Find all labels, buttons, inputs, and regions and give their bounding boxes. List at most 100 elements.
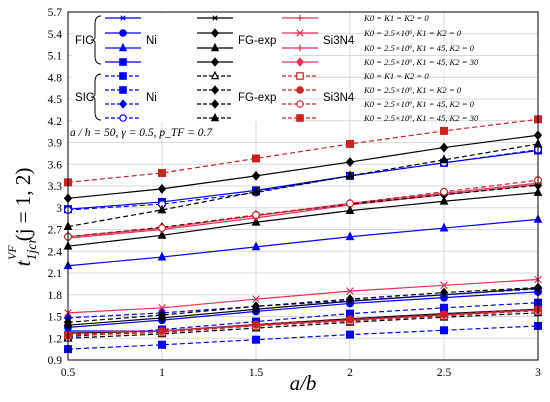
x-axis-label: a/b: [290, 371, 317, 395]
legend-marker: [296, 100, 304, 108]
legend-material-0: Ni: [146, 92, 157, 104]
legend-marker: [210, 70, 220, 80]
data-point: [251, 241, 261, 251]
y-axis-label-sub: 1jcr: [25, 237, 40, 260]
legend-marker: [296, 57, 304, 67]
y-axis-label: t1jcr VF (j = 1, 2): [5, 168, 40, 267]
data-point: [345, 231, 355, 241]
legend-param-fic-0: K0 = K1 = K2 = 0: [363, 13, 429, 23]
data-point: [158, 303, 166, 312]
data-point: [158, 168, 167, 177]
data-point: [440, 326, 449, 335]
legend-marker: [119, 86, 127, 94]
x-tick-label-1: 1: [159, 367, 165, 379]
series-fic-ni-2: [63, 214, 543, 270]
y-tick-label-4: 2.1: [48, 268, 63, 280]
series-line: [67, 286, 539, 323]
data-point: [157, 204, 167, 214]
legend-material-1: FG-exp: [238, 92, 276, 104]
x-tick-label-0: 0.5: [61, 367, 76, 379]
series-fic-ni-3: [63, 146, 542, 214]
data-point: [252, 154, 261, 163]
series-sic-ni-3: [63, 145, 542, 214]
legend-marker: [210, 42, 220, 52]
series-line: [67, 134, 539, 199]
legend-brace: [90, 73, 102, 121]
data-point: [252, 211, 261, 220]
axis-ticks: 0.9 1.2 1.5 1.8 2.1 2.4 2.7 3 3.3 3.6 3.9 4.2 4.5 4.8…: [48, 7, 542, 379]
data-point: [439, 142, 449, 153]
legend-marker: [296, 86, 304, 94]
legend-marker: [296, 44, 304, 52]
series-line: [67, 309, 539, 333]
data-point: [440, 187, 449, 196]
data-point: [346, 139, 355, 148]
data-point: [251, 216, 261, 226]
data-point: [157, 229, 167, 239]
data-point: [346, 330, 355, 339]
legend-marker: [119, 29, 127, 37]
legend-param-sic-1: K0 = 2.5×10⁶, K1 = K2 = 0: [363, 85, 462, 95]
series-line: [67, 288, 539, 319]
y-tick-label-16: 5.7: [48, 7, 63, 19]
data-point: [158, 327, 167, 336]
legend-material-1: FG-exp: [238, 35, 276, 47]
legend: FIC Ni FG-exp Si3N4 K0 = K1 = K2 = 0 K0 = 2.5…: [72, 13, 479, 123]
data-point: [439, 195, 449, 205]
data-point: [439, 287, 449, 298]
y-tick-label-5: 2.4: [48, 246, 63, 258]
legend-material-2: Si3N4: [323, 92, 355, 104]
legend-param-fic-3: K0 = 2.5×10⁶, K1 = 45, K2 = 30: [363, 57, 479, 67]
series-line: [67, 179, 539, 238]
legend-marker: [211, 28, 219, 38]
y-axis-label-main: t: [11, 259, 35, 266]
legend-marker: [211, 15, 219, 21]
data-point: [440, 303, 449, 312]
y-tick-label-6: 2.7: [48, 225, 63, 237]
data-point: [440, 126, 449, 135]
legend-brace: [90, 15, 102, 65]
data-point: [345, 157, 355, 168]
data-point: [251, 186, 261, 196]
legend-marker: [119, 114, 127, 122]
data-point: [346, 199, 355, 208]
x-tick-label-2: 1.5: [249, 367, 264, 379]
legend-marker: [211, 99, 219, 109]
y-tick-label-1: 1.2: [48, 333, 63, 345]
y-tick-label-7: 3: [56, 203, 62, 215]
y-tick-label-11: 4.2: [48, 116, 63, 128]
data-point: [252, 320, 261, 329]
plot-border: [67, 11, 539, 361]
legend-marker: [296, 114, 304, 122]
series-line: [67, 291, 539, 328]
series-line: [67, 310, 539, 336]
y-tick-label-14: 5.1: [48, 51, 63, 63]
legend-marker: [211, 85, 219, 95]
data-point: [440, 310, 449, 319]
series-fic-fg-exp-3: [63, 130, 543, 204]
data-point: [251, 170, 261, 181]
series-sic-ni-0: [63, 321, 542, 354]
y-tick-label-15: 5.4: [48, 29, 63, 41]
series-line: [67, 325, 539, 350]
series-line: [67, 312, 539, 339]
legend-param-fic-2: K0 = 2.5×10⁶, K1 = 45, K2 = 0: [363, 43, 475, 53]
data-point: [251, 301, 261, 312]
series-line: [67, 218, 539, 267]
y-axis-label-sup: VF: [5, 245, 19, 260]
plot-frame: [67, 11, 539, 361]
series-sic-si3n4-2: [63, 176, 542, 241]
legend-marker: [211, 57, 219, 67]
y-axis-label-rest: (j = 1, 2): [11, 168, 35, 242]
y-tick-label-12: 4.5: [48, 94, 63, 106]
y-tick-label-9: 3.6: [48, 159, 63, 171]
y-tick-label-0: 0.9: [48, 355, 63, 367]
data-point: [158, 224, 167, 233]
conditions-annotation: a / h = 50, γ = 0.5, p_TF = 0.7: [70, 127, 213, 139]
series-line: [67, 308, 539, 336]
data-point: [346, 287, 354, 295]
data-point: [345, 205, 355, 215]
series-line: [67, 191, 539, 247]
series-fic-si3n4-0: [64, 306, 542, 336]
